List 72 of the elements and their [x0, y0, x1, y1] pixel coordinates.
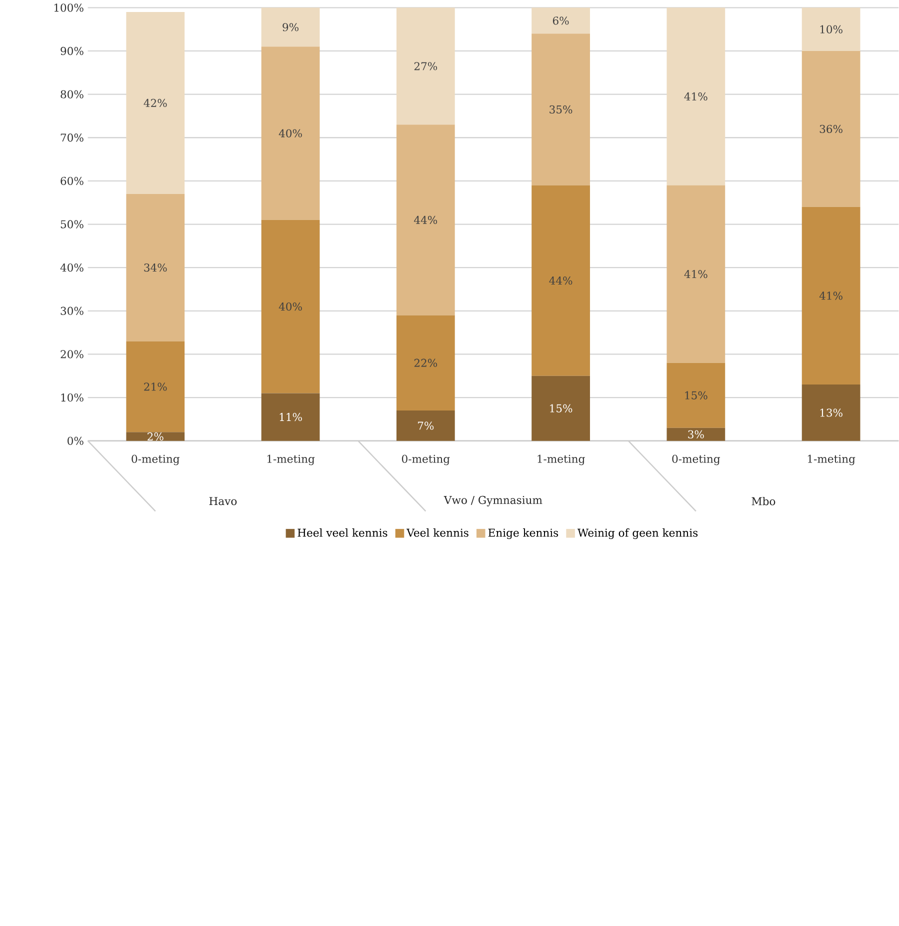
y-tick-label: 40%	[60, 263, 84, 272]
bar	[261, 46, 320, 220]
bar	[666, 8, 726, 186]
data-label: 41%	[684, 270, 708, 278]
x-tick-label: 1-meting	[267, 454, 315, 466]
bar	[261, 220, 320, 394]
bar	[396, 315, 455, 411]
data-label: 34%	[144, 263, 167, 272]
text: Vwo / Gymnasium	[444, 496, 542, 506]
text: Mbo	[752, 496, 776, 506]
x-tick-label: 1-meting	[808, 454, 856, 466]
data-label: 40%	[278, 129, 302, 138]
y-tick-label: 70%	[60, 134, 84, 142]
x-tick-label: 0-meting	[132, 454, 180, 466]
bar	[666, 428, 726, 441]
y-tick-label: 0%	[67, 436, 84, 445]
legend-label: Enige kennis	[488, 528, 558, 540]
data-label: 15%	[550, 404, 572, 412]
y-tick-label: 30%	[60, 306, 84, 315]
bar	[396, 8, 455, 125]
text: Havo	[209, 497, 237, 506]
bar	[531, 34, 590, 186]
bar	[396, 410, 455, 441]
bar	[666, 185, 726, 363]
bar	[261, 393, 320, 441]
y-tick-label: 90%	[60, 46, 84, 56]
bar	[802, 206, 860, 385]
bar	[396, 124, 455, 316]
bar	[531, 8, 590, 34]
data-label: 35%	[550, 105, 572, 114]
y-tick-label: 100%	[54, 4, 84, 12]
bar	[126, 194, 184, 342]
bar	[802, 50, 860, 207]
bar	[802, 8, 860, 51]
data-label: 22%	[414, 358, 437, 367]
bar	[666, 362, 726, 428]
legend-label: Weinig of geen kennis	[577, 528, 698, 540]
data-label: 44%	[549, 276, 572, 285]
y-tick-label: 10%	[61, 393, 84, 402]
legend-label: Veel kennis	[406, 528, 468, 537]
data-label: 44%	[414, 216, 437, 224]
y-tick-label: 60%	[60, 176, 84, 186]
y-tick-label: 80%	[60, 90, 84, 98]
data-label: 2%	[147, 432, 164, 441]
legend-label: Heel veel kennis	[298, 528, 388, 537]
data-label: 36%	[820, 124, 842, 134]
data-label: 40%	[278, 302, 302, 311]
x-tick-label: 1-meting	[538, 454, 585, 466]
bar	[802, 384, 860, 441]
y-tick-label: 20%	[60, 350, 84, 358]
data-label: 6%	[552, 16, 569, 25]
data-label: 11%	[280, 412, 302, 422]
y-tick-label: 50%	[60, 220, 84, 228]
bar	[126, 432, 184, 441]
data-label: 13%	[820, 408, 842, 417]
data-label: 9%	[282, 23, 298, 32]
data-label: 42%	[144, 98, 167, 108]
data-label: 7%	[418, 422, 434, 430]
bar	[126, 12, 184, 194]
data-label: 3%	[688, 430, 704, 438]
data-label: 41%	[684, 92, 708, 101]
data-label: 21%	[144, 382, 167, 391]
x-tick-label: 0-meting	[672, 454, 720, 466]
data-label: 10%	[820, 25, 842, 34]
data-label: 27%	[414, 62, 437, 70]
data-label: 15%	[685, 391, 708, 400]
bar	[126, 341, 184, 432]
x-tick-label: 0-meting	[402, 454, 450, 466]
bar	[531, 376, 590, 441]
data-label: 41%	[819, 292, 842, 300]
bar	[261, 8, 320, 47]
bar	[531, 185, 590, 376]
